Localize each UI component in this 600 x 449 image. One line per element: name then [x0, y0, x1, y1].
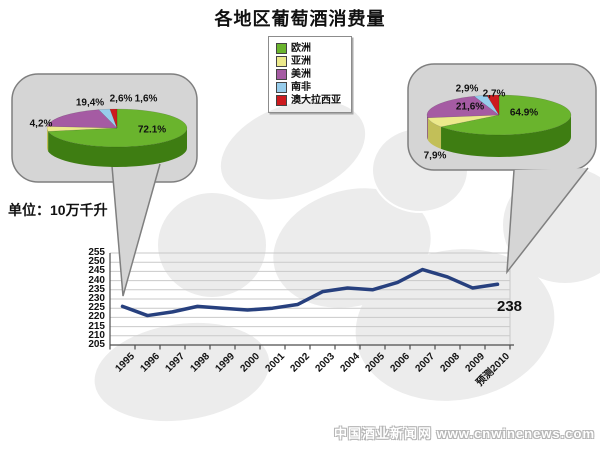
legend-swatch-asia — [276, 56, 287, 67]
background-blob — [355, 249, 555, 401]
pie-1995-slice-asia — [46, 126, 118, 132]
pie-forecast-2010-slice-europe — [440, 94, 572, 136]
y-axis-label: 255 — [88, 247, 105, 258]
pie-1995-label-south-africa: 2,6% — [109, 93, 133, 105]
pie-forecast-2010-slice-australasia — [486, 94, 500, 116]
y-axis-label: 250 — [88, 256, 105, 268]
y-axis-label: 245 — [88, 265, 105, 277]
y-axis-label: 210 — [88, 329, 105, 341]
legend-item-asia: 亚洲 — [276, 56, 347, 67]
legend-swatch-americas — [276, 69, 287, 80]
y-axis-label: 205 — [88, 339, 105, 350]
background-blob — [158, 193, 266, 297]
chart-legend: 欧洲亚洲美洲南非澳大拉西亚 — [268, 36, 352, 113]
pie-forecast-2010-label-australasia: 2,7% — [482, 88, 506, 100]
page-title: 各地区葡萄酒消费量 — [214, 9, 386, 29]
pie-1995-slice-australasia — [109, 108, 118, 129]
pie-1995-label-australasia: 1,6% — [134, 93, 158, 105]
legend-item-americas: 美洲 — [276, 69, 347, 80]
pie-1995-slice-europe — [47, 108, 188, 148]
callout-bubble-forecast-2010-tail — [506, 167, 589, 275]
pie-1995-slice-south-africa — [98, 108, 118, 129]
pie-forecast-2010-label-asia: 7,9% — [423, 150, 447, 162]
legend-label: 南非 — [291, 82, 311, 93]
y-axis-label: 235 — [88, 283, 105, 295]
pie-forecast-2010-side-europe — [441, 115, 571, 157]
pie-forecast-2010-slice-asia — [427, 114, 500, 128]
legend-item-australasia: 澳大拉西亚 — [276, 95, 347, 106]
legend-label: 欧洲 — [291, 43, 311, 54]
background-blob — [94, 322, 270, 422]
pie-forecast-2010-slice-south-africa — [473, 95, 500, 116]
consumption-trend-line — [120, 267, 500, 318]
site-watermark: 中国酒业新闻网 www.cnwinenews.com — [334, 426, 595, 441]
pie-forecast-2010-label-south-africa: 2,9% — [455, 83, 479, 95]
pie-forecast-2010-side-asia — [427, 117, 442, 149]
pie-1995-label-europe: 72.1% — [137, 124, 167, 136]
legend-swatch-australasia — [276, 95, 287, 106]
line-end-value-annotation: 238 — [497, 298, 523, 315]
callout-bubble-1995-tail — [111, 163, 161, 297]
pie-forecast-2010-label-europe: 64.9% — [509, 107, 539, 119]
pie-1995-slice-americas — [46, 109, 118, 129]
legend-swatch-europe — [276, 43, 287, 54]
unit-label: 单位：10万千升 — [8, 202, 108, 218]
pie-forecast-2010-slice-americas — [426, 96, 500, 118]
y-axis-label: 225 — [88, 302, 105, 314]
pie-1995-label-americas: 19,4% — [75, 97, 105, 109]
legend-swatch-south-africa — [276, 82, 287, 93]
y-axis-label: 220 — [88, 311, 105, 323]
legend-item-south-africa: 南非 — [276, 82, 347, 93]
y-axis-label: 230 — [88, 293, 105, 304]
background-blob — [220, 100, 366, 200]
pie-forecast-2010-label-americas: 21,6% — [455, 101, 485, 113]
legend-label: 亚洲 — [291, 56, 311, 67]
legend-item-europe: 欧洲 — [276, 43, 347, 54]
y-axis-label: 240 — [88, 274, 105, 286]
pie-1995-label-asia: 4,2% — [29, 118, 53, 130]
pie-forecast-2010-side-americas — [427, 115, 428, 140]
pie-1995-side-asia — [47, 128, 49, 152]
legend-label: 澳大拉西亚 — [291, 95, 341, 106]
legend-label: 美洲 — [291, 69, 311, 80]
pie-1995-side-europe — [48, 128, 188, 168]
y-axis-label: 215 — [88, 320, 105, 332]
